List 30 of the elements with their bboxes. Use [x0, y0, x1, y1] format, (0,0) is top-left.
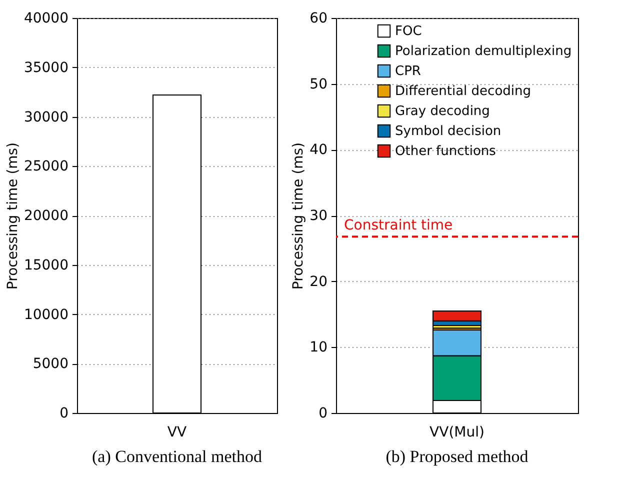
ref-line-label: Constraint time: [344, 218, 453, 234]
y-tick-label: 40000: [24, 10, 68, 26]
y-axis-title: Processing time (ms): [4, 142, 21, 290]
y-axis-title: Processing time (ms): [290, 142, 307, 290]
y-tick-label: 0: [318, 406, 328, 422]
y-tick-label: 40: [310, 142, 328, 158]
legend-label: CPR: [395, 64, 421, 79]
y-tick-label: 20: [310, 274, 328, 290]
y-tick-label: 30: [310, 208, 328, 224]
y-tick-label: 10: [310, 340, 328, 356]
y-tick-label: 20000: [24, 208, 68, 224]
x-tick-label: VV(Mul): [430, 424, 484, 440]
y-tick-label: 0: [60, 406, 68, 422]
x-tick-label: VV: [167, 424, 187, 440]
text: (a) Conventional method: [92, 447, 262, 466]
legend-label: Polarization demultiplexing: [395, 44, 572, 59]
legend-label: Differential decoding: [395, 84, 531, 99]
y-tick-label: 5000: [32, 356, 68, 372]
legend-label: Gray decoding: [395, 104, 490, 119]
text: (b) Proposed method: [386, 447, 529, 466]
legend-label: Symbol decision: [395, 124, 502, 139]
y-tick-label: 10000: [24, 306, 68, 323]
y-tick-label: 25000: [24, 158, 68, 175]
legend-label: Other functions: [395, 144, 496, 159]
y-tick-label: 35000: [24, 60, 68, 76]
legend-label: FOC: [395, 24, 422, 39]
y-tick-label: 50: [310, 76, 328, 92]
y-tick-label: 60: [310, 10, 328, 26]
y-tick-label: 30000: [24, 109, 68, 126]
y-tick-label: 15000: [24, 257, 68, 274]
